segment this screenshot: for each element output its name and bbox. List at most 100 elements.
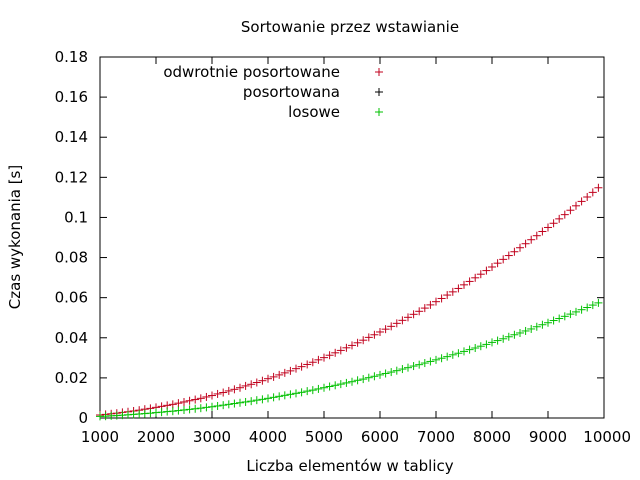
data-point bbox=[560, 210, 569, 219]
data-point bbox=[292, 364, 300, 373]
data-point bbox=[437, 354, 446, 363]
data-point bbox=[247, 380, 256, 389]
legend-marker bbox=[375, 108, 383, 116]
data-point bbox=[588, 188, 597, 197]
data-point bbox=[544, 223, 552, 232]
x-tick-label: 3000 bbox=[193, 428, 231, 446]
data-point bbox=[230, 399, 239, 408]
data-point bbox=[521, 239, 530, 248]
data-point bbox=[258, 376, 267, 385]
data-point bbox=[325, 351, 334, 360]
data-point bbox=[370, 372, 379, 381]
data-point bbox=[269, 372, 278, 381]
data-point bbox=[516, 328, 524, 337]
data-point bbox=[174, 406, 183, 415]
data-point bbox=[348, 377, 356, 386]
data-point bbox=[213, 389, 222, 398]
y-tick-label: 0.1 bbox=[64, 208, 88, 226]
data-point bbox=[336, 346, 345, 355]
data-point bbox=[353, 338, 362, 347]
data-point bbox=[527, 235, 536, 244]
data-point bbox=[555, 314, 564, 323]
data-point bbox=[219, 401, 228, 410]
data-point bbox=[516, 243, 524, 252]
data-point bbox=[269, 393, 278, 402]
data-point bbox=[488, 338, 496, 347]
data-point bbox=[247, 397, 256, 406]
data-point bbox=[286, 366, 295, 375]
data-point bbox=[208, 391, 216, 400]
data-point bbox=[577, 197, 586, 206]
data-point bbox=[566, 206, 575, 215]
data-point bbox=[364, 333, 373, 342]
data-point bbox=[432, 297, 440, 306]
y-tick-label: 0 bbox=[78, 409, 88, 427]
legend: odwrotnie posortowane posortowana losowe bbox=[163, 63, 383, 121]
data-point bbox=[572, 307, 580, 316]
data-point bbox=[549, 316, 558, 325]
data-point bbox=[465, 345, 474, 354]
x-axis-ticks: 1000 2000 3000 4000 5000 6000 7000 8000 9000 1000… bbox=[81, 57, 631, 446]
x-tick-label: 4000 bbox=[249, 428, 287, 446]
data-point bbox=[314, 384, 323, 393]
y-tick-label: 0.02 bbox=[55, 369, 88, 387]
data-point bbox=[308, 358, 317, 367]
data-point bbox=[504, 251, 513, 260]
y-tick-label: 0.18 bbox=[55, 48, 88, 66]
data-point bbox=[342, 343, 351, 352]
data-point bbox=[168, 400, 177, 409]
data-point bbox=[415, 307, 424, 316]
data-point bbox=[420, 359, 429, 368]
data-point bbox=[376, 327, 384, 336]
data-point bbox=[224, 400, 233, 409]
data-point bbox=[342, 378, 351, 387]
data-point bbox=[364, 373, 373, 382]
data-point bbox=[196, 404, 205, 413]
data-point bbox=[532, 322, 541, 331]
data-point bbox=[236, 383, 244, 392]
data-point bbox=[544, 318, 552, 327]
y-axis-ticks: 0 0.02 0.04 0.06 0.08 0.1 0.12 0.14 0.16 0.18 bbox=[55, 48, 604, 427]
data-point bbox=[320, 383, 328, 392]
data-point bbox=[252, 396, 261, 405]
data-point bbox=[359, 336, 368, 345]
data-point bbox=[426, 357, 435, 366]
data-point bbox=[180, 405, 188, 414]
data-point bbox=[493, 336, 502, 345]
data-point bbox=[409, 362, 418, 371]
data-point bbox=[336, 380, 345, 389]
data-point bbox=[191, 404, 200, 413]
data-point bbox=[398, 316, 407, 325]
data-point bbox=[594, 183, 603, 192]
y-tick-label: 0.12 bbox=[55, 168, 88, 186]
data-point bbox=[308, 386, 317, 395]
data-point bbox=[157, 408, 166, 417]
series-0 bbox=[96, 183, 603, 419]
data-point bbox=[202, 403, 211, 412]
data-point bbox=[426, 300, 435, 309]
data-point bbox=[572, 201, 580, 210]
data-point bbox=[527, 324, 536, 333]
chart-title: Sortowanie przez wstawianie bbox=[241, 18, 459, 36]
data-point bbox=[303, 360, 312, 369]
data-point bbox=[454, 284, 463, 293]
data-point bbox=[499, 334, 508, 343]
data-point bbox=[583, 303, 592, 312]
y-tick-label: 0.04 bbox=[55, 329, 88, 347]
data-point bbox=[566, 310, 575, 319]
data-point bbox=[292, 389, 300, 398]
data-point bbox=[454, 349, 463, 358]
data-point bbox=[325, 382, 334, 391]
data-point bbox=[409, 310, 418, 319]
data-point bbox=[437, 294, 446, 303]
data-point bbox=[252, 378, 261, 387]
data-point bbox=[594, 298, 603, 307]
y-tick-label: 0.16 bbox=[55, 88, 88, 106]
data-point bbox=[532, 231, 541, 240]
legend-label: odwrotnie posortowane bbox=[163, 63, 340, 81]
plot-border bbox=[99, 56, 605, 419]
data-point bbox=[398, 365, 407, 374]
data-point bbox=[236, 398, 244, 407]
x-tick-label: 6000 bbox=[361, 428, 399, 446]
